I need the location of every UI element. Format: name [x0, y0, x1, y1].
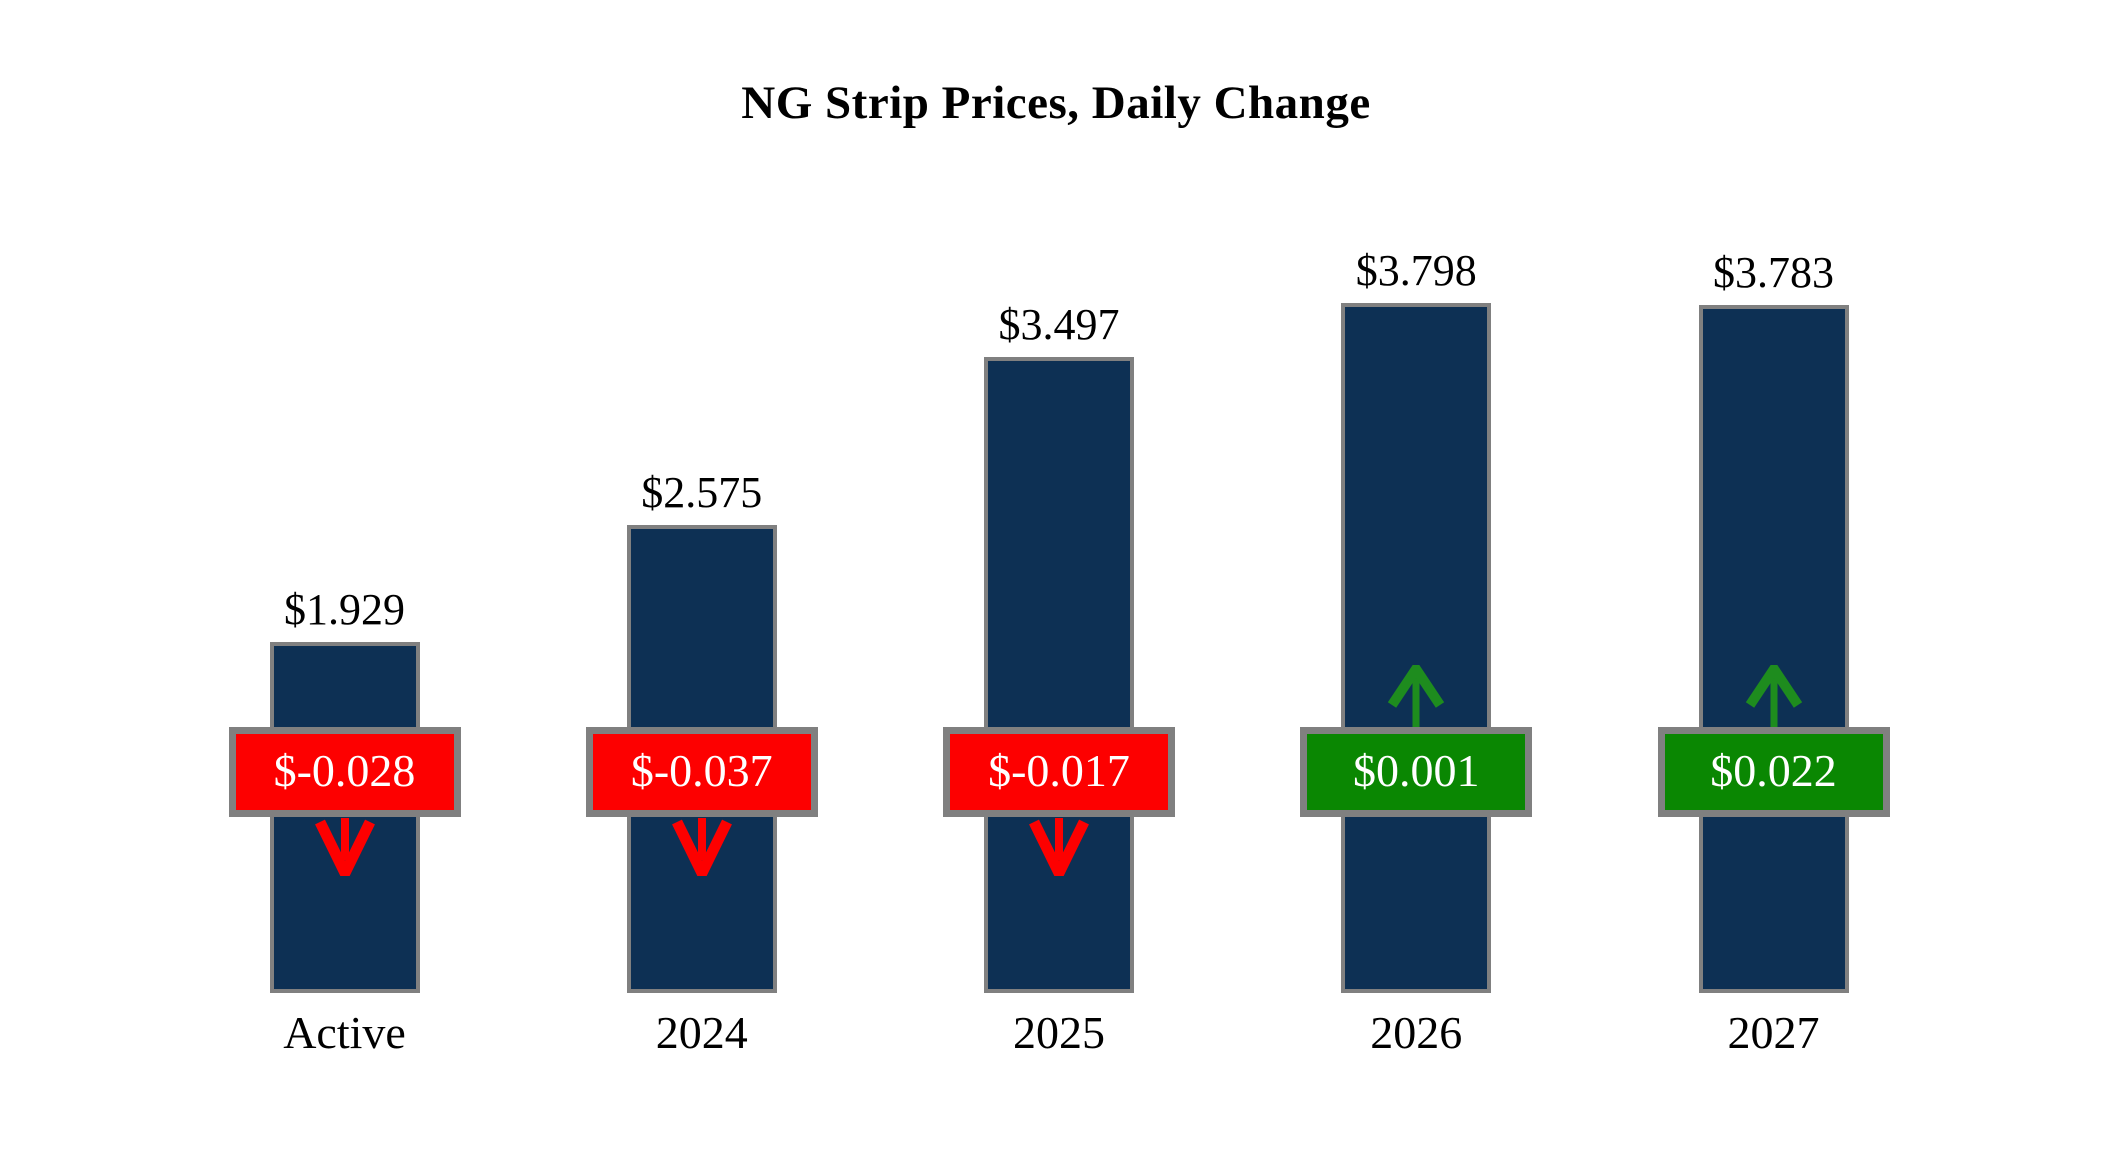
up-arrow-icon [1388, 665, 1445, 727]
x-axis-label-active: Active [283, 1007, 406, 1058]
change-badge-2026: $0.001 [1300, 727, 1533, 817]
chart-title: NG Strip Prices, Daily Change [741, 77, 1371, 129]
down-arrow-icon [671, 818, 732, 876]
change-badge-active: $-0.028 [228, 727, 461, 817]
bar-value-label-2027: $3.783 [1713, 248, 1834, 297]
bar-2027 [1698, 305, 1849, 993]
x-axis-label-2024: 2024 [655, 1007, 748, 1058]
x-axis-label-2027: 2027 [1727, 1007, 1820, 1058]
up-arrow-icon [1745, 665, 1802, 727]
bar-active [269, 642, 420, 993]
bar-2026 [1341, 303, 1492, 993]
bar-value-label-2025: $3.497 [998, 300, 1120, 349]
bar-value-label-2026: $3.798 [1355, 246, 1477, 295]
bar-value-label-active: $1.929 [284, 585, 405, 634]
change-badge-2027: $0.022 [1657, 727, 1890, 817]
x-axis-label-2026: 2026 [1370, 1007, 1463, 1058]
bar-value-label-2024: $2.575 [641, 468, 763, 517]
change-badge-2025: $-0.017 [943, 727, 1175, 817]
bar-2025 [984, 357, 1134, 993]
x-axis-label-2025: 2025 [1013, 1007, 1105, 1058]
down-arrow-icon [314, 818, 375, 876]
change-badge-2024: $-0.037 [585, 727, 818, 817]
down-arrow-icon [1029, 818, 1089, 876]
